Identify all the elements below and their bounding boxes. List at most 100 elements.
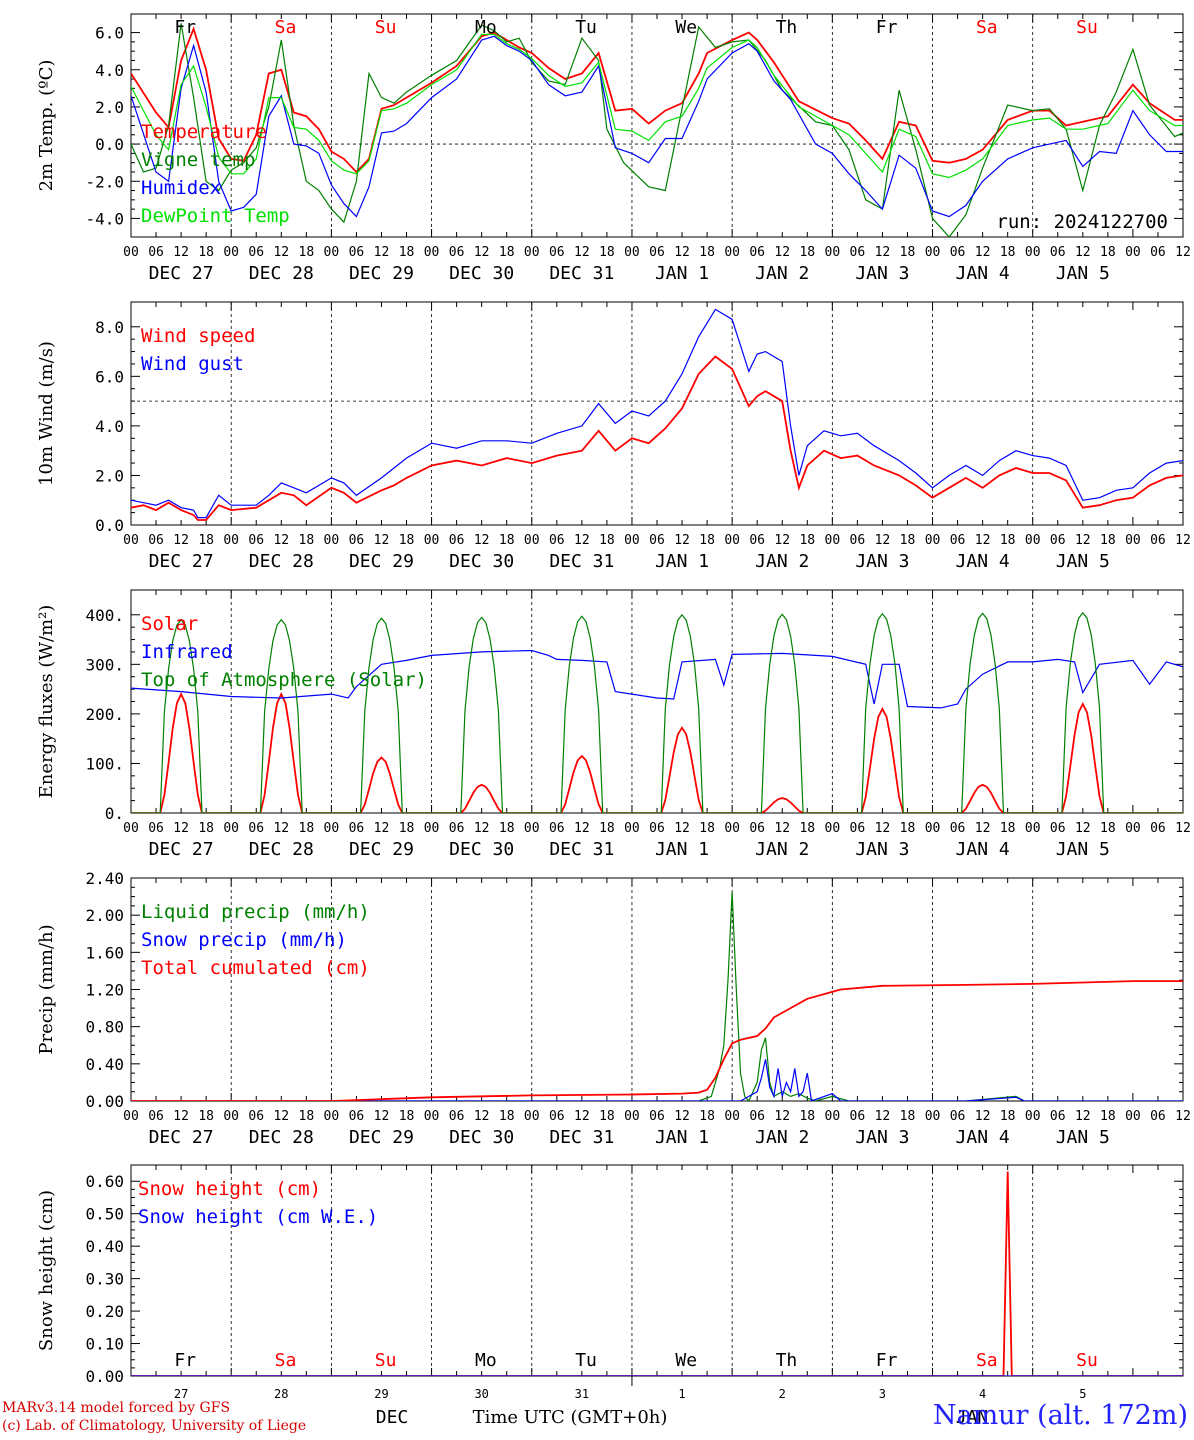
y-tick-label: 2.0 <box>95 466 124 485</box>
series-line-2-0 <box>131 691 1183 813</box>
x-hour-label: 06 <box>549 245 565 260</box>
x-hour-label: 00 <box>825 1109 841 1124</box>
x-hour-label: 12 <box>1175 1109 1191 1124</box>
y-tick-label: 4.0 <box>95 61 124 80</box>
x-hour-label: 06 <box>449 821 465 836</box>
legend-entry: Snow height (cm W.E.) <box>138 1206 378 1228</box>
series-line-2-1 <box>131 649 1183 709</box>
x-hour-label: 18 <box>599 821 615 836</box>
x-hour-label: 06 <box>850 1109 866 1124</box>
x-day-number: 29 <box>374 1387 388 1401</box>
legend-entry: DewPoint Temp <box>141 205 290 227</box>
x-hour-label: 06 <box>1150 821 1166 836</box>
x-hour-label: 18 <box>599 1109 615 1124</box>
x-hour-label: 18 <box>399 821 415 836</box>
x-hour-label: 00 <box>223 245 239 260</box>
x-hour-label: 06 <box>349 1109 365 1124</box>
x-hour-label: 12 <box>674 245 690 260</box>
x-hour-label: 00 <box>1125 821 1141 836</box>
x-hour-label: 12 <box>875 533 891 548</box>
legend-entry: Humidex <box>141 177 221 199</box>
x-hour-label: 00 <box>123 821 139 836</box>
y-tick-label: 0.0 <box>95 516 124 535</box>
x-hour-label: 00 <box>1025 533 1041 548</box>
y-tick-label: 0.40 <box>85 1055 124 1074</box>
x-hour-label: 00 <box>223 821 239 836</box>
y-tick-label: 0.00 <box>85 1092 124 1111</box>
y-tick-label: 8.0 <box>95 318 124 337</box>
x-hour-label: 12 <box>574 245 590 260</box>
legend-entry: Vigne temp <box>141 149 255 171</box>
y-tick-label: 6.0 <box>95 24 124 43</box>
x-hour-label: 18 <box>1000 533 1016 548</box>
x-hour-label: 12 <box>774 821 790 836</box>
x-hour-label: 06 <box>749 245 765 260</box>
x-hour-label: 18 <box>198 245 214 260</box>
y-tick-label: 2.0 <box>95 98 124 117</box>
x-hour-label: 00 <box>424 245 440 260</box>
x-hour-label: 18 <box>399 533 415 548</box>
x-hour-label: 12 <box>574 821 590 836</box>
x-day-label: JAN 4 <box>956 551 1010 572</box>
x-hour-label: 12 <box>674 533 690 548</box>
x-hour-label: 12 <box>774 1109 790 1124</box>
x-hour-label: 18 <box>499 1109 515 1124</box>
x-hour-label: 12 <box>374 245 390 260</box>
x-hour-label: 06 <box>1050 821 1066 836</box>
x-day-number: 31 <box>575 1387 589 1401</box>
run-label: run: 2024122700 <box>996 211 1168 233</box>
x-hour-label: 06 <box>950 1109 966 1124</box>
x-hour-label: 12 <box>374 1109 390 1124</box>
x-month-label: DEC <box>376 1407 409 1428</box>
y-tick-label: 0.10 <box>85 1335 124 1354</box>
x-day-label: JAN 1 <box>655 1127 709 1148</box>
x-hour-label: 18 <box>799 245 815 260</box>
weekday-label: We <box>675 17 697 38</box>
x-hour-label: 06 <box>850 821 866 836</box>
x-hour-label: 12 <box>975 533 991 548</box>
x-hour-label: 06 <box>549 533 565 548</box>
lab-credit: (c) Lab. of Climatology, University of L… <box>2 1418 307 1434</box>
x-day-label: DEC 28 <box>249 1127 314 1148</box>
panel-3: 0. 100. 200. 300. 400. Energy fluxes (W/m²) 00… <box>36 589 1191 860</box>
y-axis-label: 10m Wind (m/s) <box>36 341 57 486</box>
x-hour-label: 00 <box>424 533 440 548</box>
weekday-label-bottom: Fr <box>174 1350 196 1371</box>
x-day-label: DEC 29 <box>349 263 414 284</box>
x-hour-label: 12 <box>1075 1109 1091 1124</box>
x-hour-label: 06 <box>850 245 866 260</box>
x-hour-label: 06 <box>148 821 164 836</box>
x-hour-label: 06 <box>749 1109 765 1124</box>
x-hour-label: 12 <box>1075 821 1091 836</box>
x-hour-label: 00 <box>724 1109 740 1124</box>
x-hour-label: 00 <box>925 1109 941 1124</box>
x-hour-label: 00 <box>324 821 340 836</box>
x-hour-label: 12 <box>975 821 991 836</box>
x-hour-label: 00 <box>624 1109 640 1124</box>
x-hour-label: 18 <box>1000 821 1016 836</box>
x-hour-label: 12 <box>774 245 790 260</box>
x-hour-label: 18 <box>399 245 415 260</box>
x-hour-label: 12 <box>374 533 390 548</box>
weekday-label-bottom: Sa <box>275 1350 297 1371</box>
x-hour-label: 06 <box>148 1109 164 1124</box>
legend-entry: Temperature <box>141 121 267 143</box>
x-day-label: JAN 1 <box>655 263 709 284</box>
x-day-label: JAN 2 <box>755 551 809 572</box>
x-day-label: DEC 27 <box>149 1127 214 1148</box>
x-hour-label: 00 <box>624 245 640 260</box>
x-hour-label: 00 <box>123 1109 139 1124</box>
x-day-label: DEC 31 <box>549 1127 614 1148</box>
x-hour-label: 18 <box>299 1109 315 1124</box>
plot-frame <box>130 301 1184 526</box>
series-line-1-0 <box>131 355 1183 521</box>
weekday-label-bottom: Su <box>375 1350 397 1371</box>
x-hour-label: 06 <box>1050 533 1066 548</box>
x-hour-label: 18 <box>699 1109 715 1124</box>
x-day-label: JAN 2 <box>755 263 809 284</box>
x-hour-label: 12 <box>474 245 490 260</box>
x-hour-label: 18 <box>599 245 615 260</box>
x-hour-label: 18 <box>1100 533 1116 548</box>
y-tick-label: -4.0 <box>85 209 124 228</box>
x-hour-label: 06 <box>549 1109 565 1124</box>
